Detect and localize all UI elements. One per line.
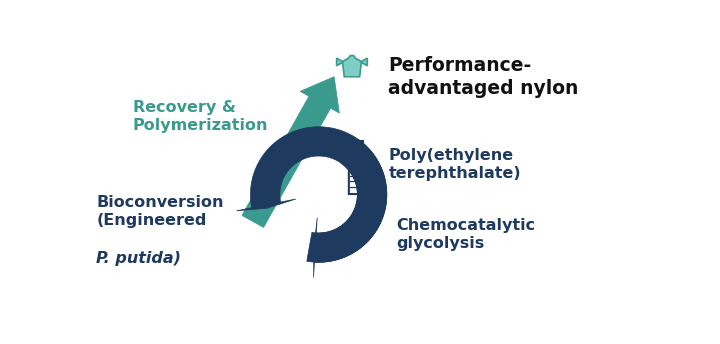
Text: Chemocatalytic
glycolysis: Chemocatalytic glycolysis (396, 218, 535, 251)
Text: Performance-
advantaged nylon: Performance- advantaged nylon (388, 56, 579, 98)
Text: P. putida): P. putida) (96, 251, 181, 266)
Text: Recovery &
Polymerization: Recovery & Polymerization (132, 100, 268, 133)
Polygon shape (242, 77, 339, 227)
Polygon shape (237, 127, 387, 262)
Bar (356, 141, 363, 144)
Polygon shape (337, 56, 367, 77)
Text: Poly(ethylene
terephthalate): Poly(ethylene terephthalate) (388, 148, 521, 181)
Text: Bioconversion
(Engineered: Bioconversion (Engineered (96, 194, 224, 227)
Polygon shape (313, 139, 387, 278)
